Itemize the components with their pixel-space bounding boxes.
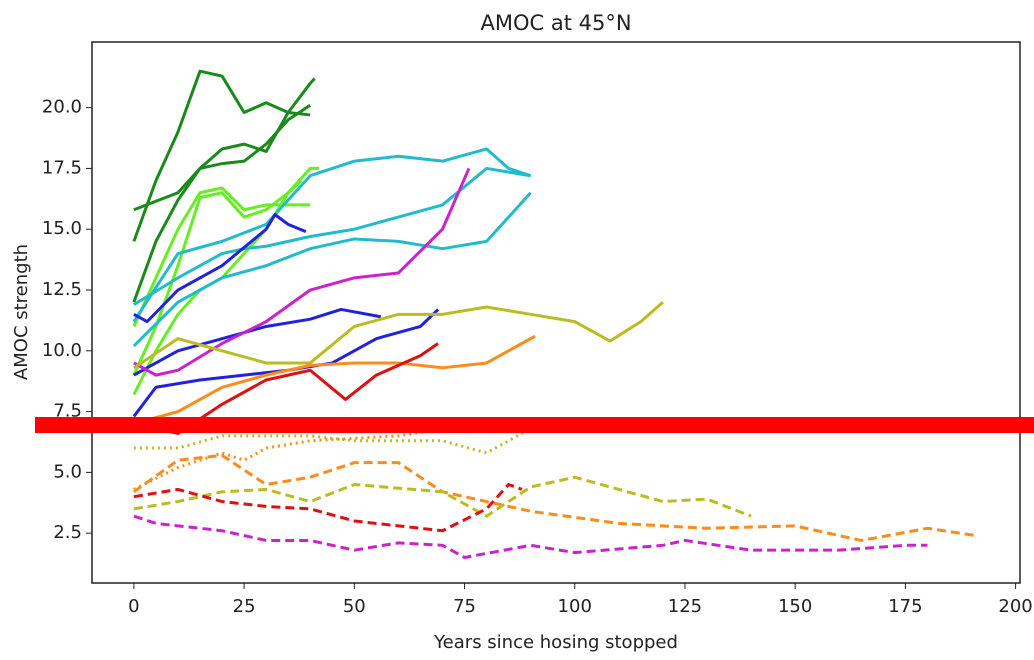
red-overlay-bar (35, 417, 1034, 433)
x-tick-label: 0 (128, 596, 139, 617)
series-line (132, 147, 532, 323)
series-line (133, 453, 977, 542)
x-tick-label: 50 (343, 596, 366, 617)
x-tick-label: 125 (668, 596, 702, 617)
series-line (133, 483, 523, 533)
series-line (133, 307, 382, 377)
series-line (133, 514, 928, 559)
series-line (132, 111, 311, 303)
y-tick-label: 20.0 (42, 97, 82, 118)
y-tick-label: 10.0 (42, 340, 82, 361)
series-line (133, 167, 471, 377)
series-line (133, 103, 312, 212)
x-tick-label: 150 (778, 596, 812, 617)
series-line (133, 475, 752, 518)
chart-title: AMOC at 45°N (480, 11, 631, 35)
plot-area (132, 69, 977, 559)
y-tick-label: 12.5 (42, 279, 82, 300)
y-tick-label: 15.0 (42, 218, 82, 239)
series-line (133, 334, 536, 426)
plot-frame (91, 41, 1021, 584)
series-line (132, 69, 316, 242)
y-tick-label: 2.5 (53, 522, 82, 543)
series-line (132, 166, 320, 396)
series-line (132, 186, 311, 328)
y-axis-label: AMOC strength (11, 244, 32, 380)
x-tick-label: 25 (233, 596, 256, 617)
series-line (133, 301, 664, 370)
y-tick-label: 7.5 (53, 401, 82, 422)
x-tick-label: 75 (453, 596, 476, 617)
y-tick-label: 5.0 (53, 461, 82, 482)
x-tick-label: 175 (888, 596, 922, 617)
y-tick-label: 17.5 (42, 157, 82, 178)
series-line (133, 213, 307, 324)
x-tick-label: 100 (558, 596, 592, 617)
x-axis-label: Years since hosing stopped (433, 632, 678, 653)
series-line (132, 191, 532, 347)
x-tick-label: 200 (998, 596, 1032, 617)
